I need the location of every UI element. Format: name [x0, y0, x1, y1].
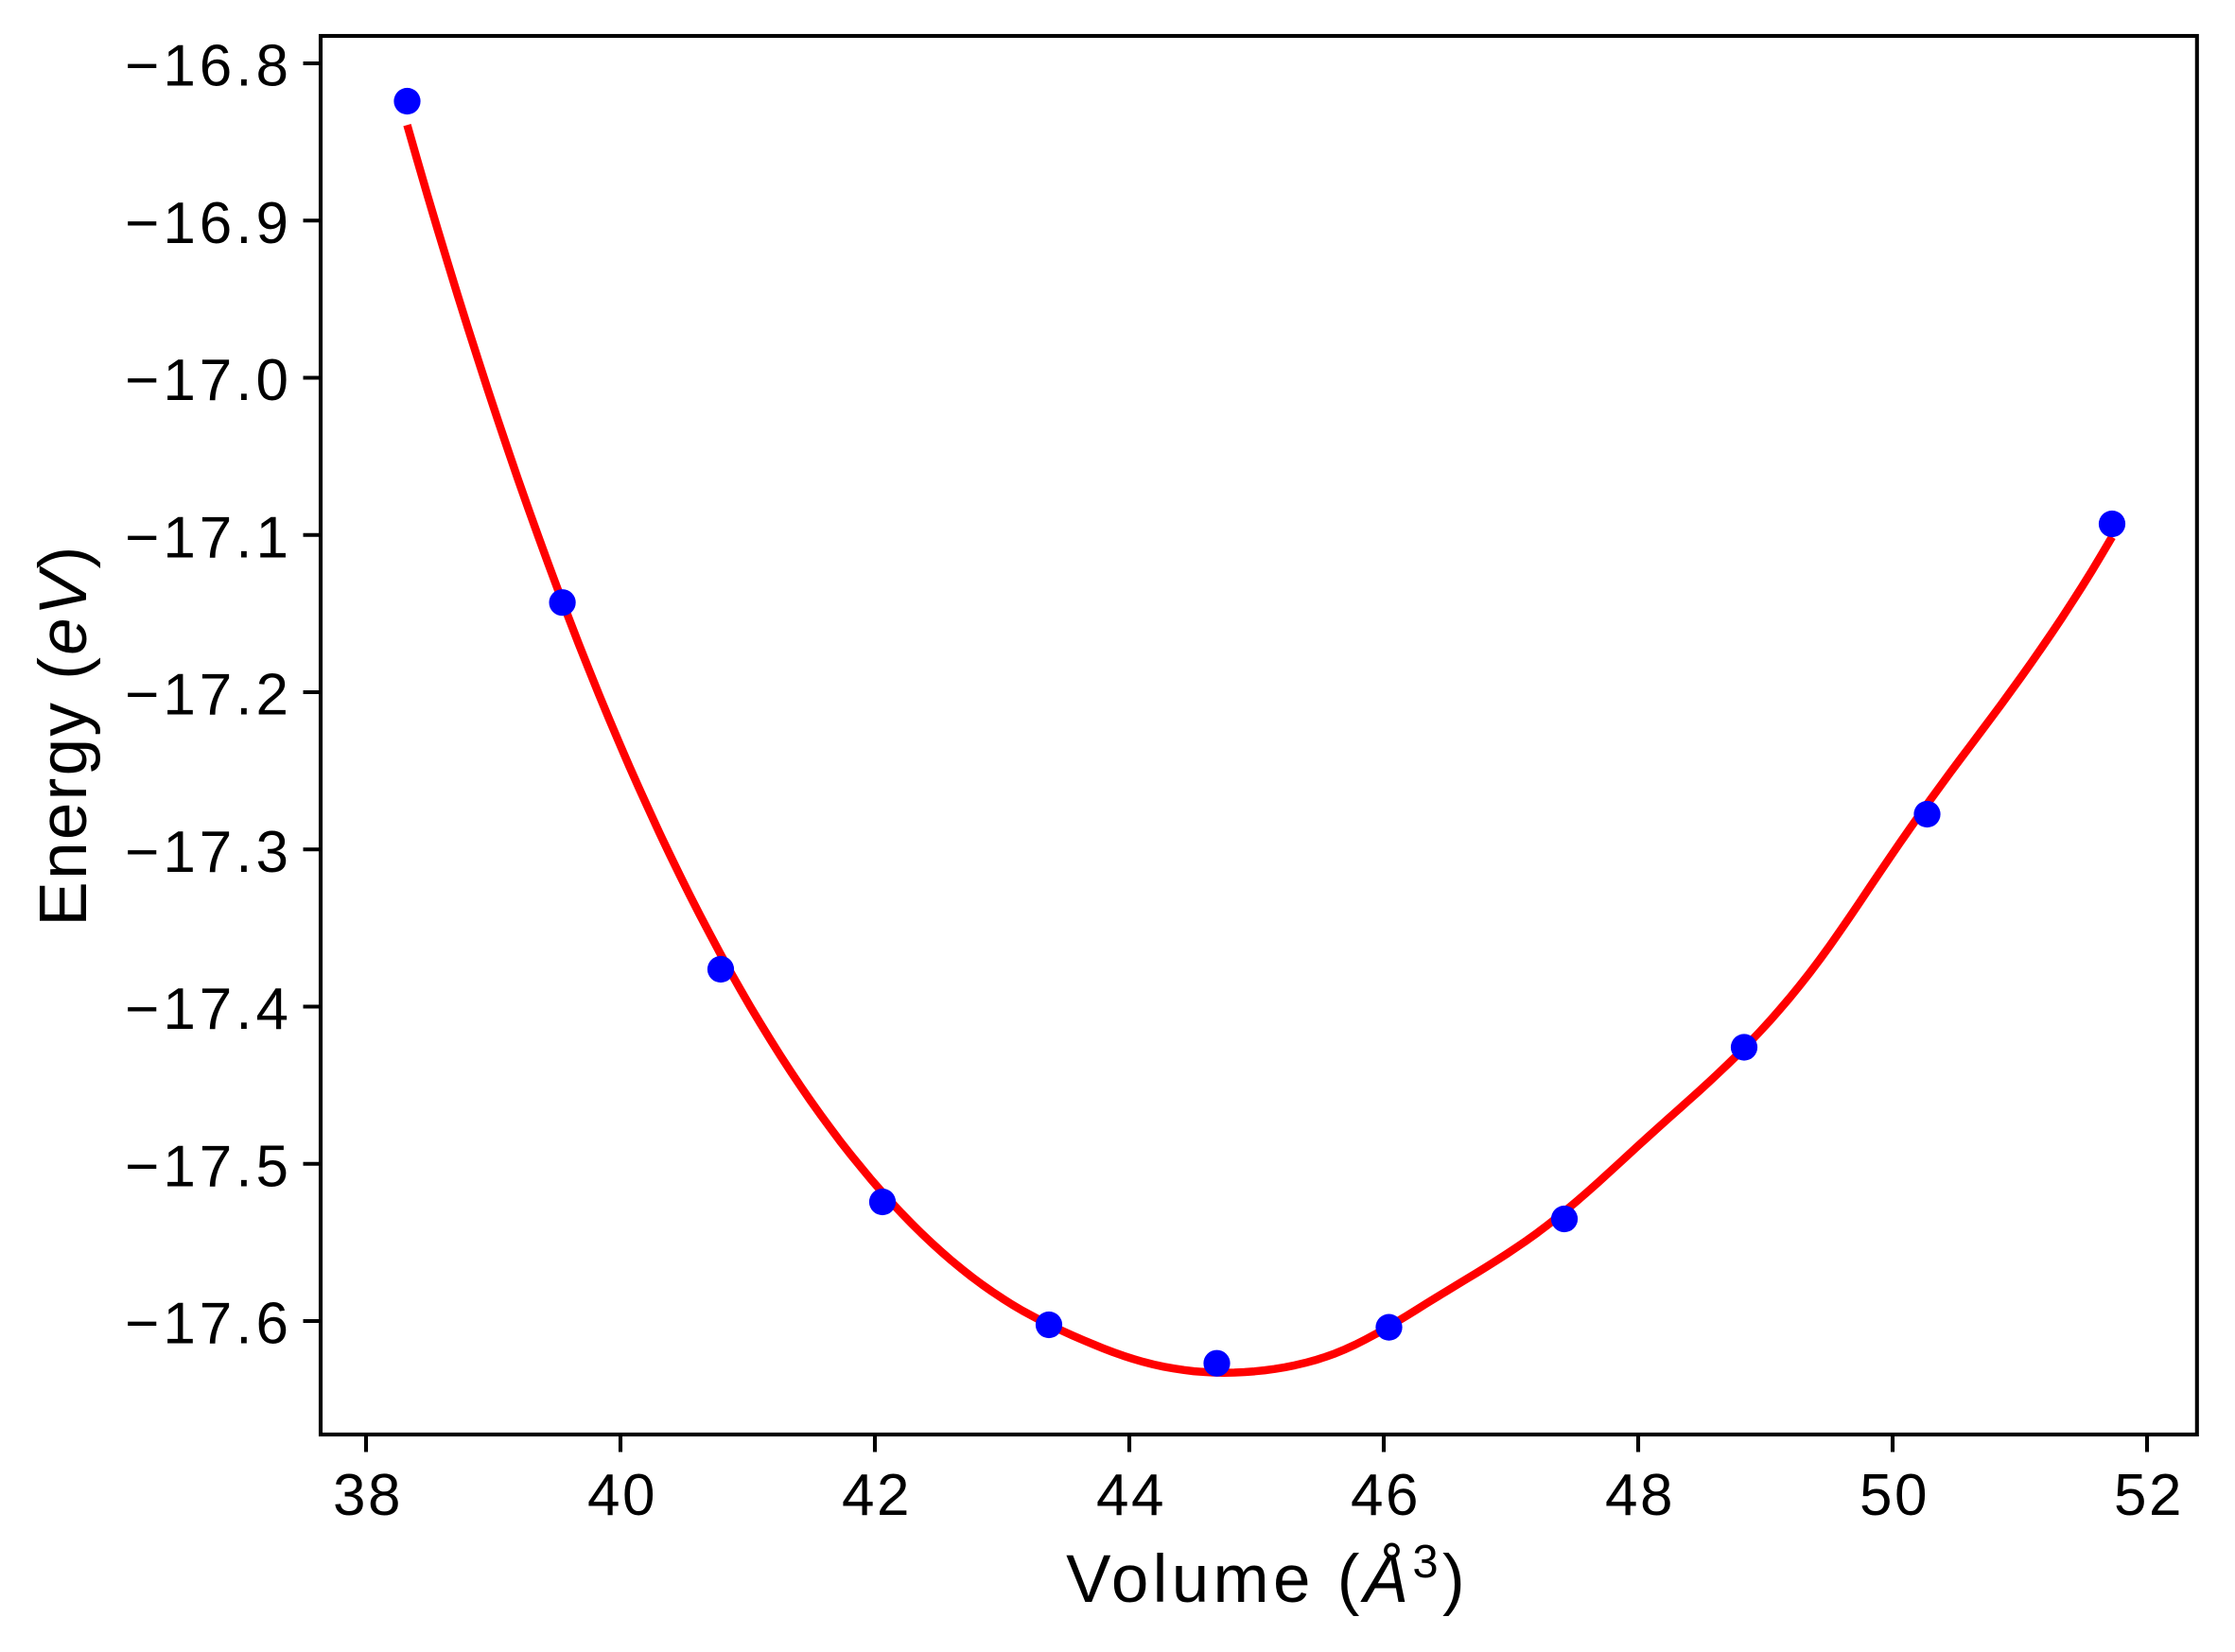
svg-text:42: 42 — [842, 1463, 912, 1528]
svg-text:−16.8: −16.8 — [125, 34, 292, 99]
svg-text:Energy (eV): Energy (eV) — [26, 544, 101, 926]
svg-text:−17.5: −17.5 — [125, 1134, 292, 1199]
svg-text:Volume (Å3): Volume (Å3) — [1066, 1537, 1469, 1617]
svg-text:−17.0: −17.0 — [125, 348, 292, 413]
svg-text:−17.3: −17.3 — [125, 820, 292, 885]
svg-text:44: 44 — [1096, 1463, 1166, 1528]
svg-text:50: 50 — [1860, 1463, 1929, 1528]
svg-text:40: 40 — [587, 1463, 657, 1528]
svg-text:52: 52 — [2114, 1463, 2184, 1528]
svg-text:46: 46 — [1351, 1463, 1421, 1528]
svg-text:38: 38 — [333, 1463, 403, 1528]
svg-text:−17.2: −17.2 — [125, 663, 292, 728]
svg-text:48: 48 — [1605, 1463, 1675, 1528]
svg-text:−17.1: −17.1 — [125, 505, 292, 570]
svg-text:−17.6: −17.6 — [125, 1292, 292, 1357]
svg-text:−17.4: −17.4 — [125, 977, 292, 1042]
svg-text:−16.9: −16.9 — [125, 191, 292, 256]
